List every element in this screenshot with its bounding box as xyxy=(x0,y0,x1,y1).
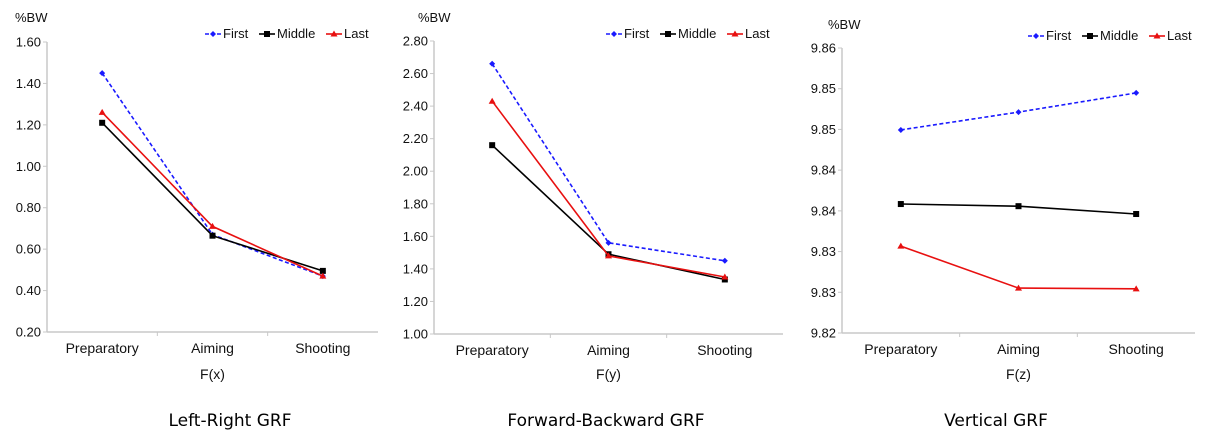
x-tick-label: Aiming xyxy=(191,340,234,356)
legend-marker-middle xyxy=(665,31,671,37)
chart-2: 1.00 1.20 1.40 1.60 1.80 2.00 2.20 2.40 2.60 2.80… xyxy=(403,10,783,431)
legend: First Middle Last xyxy=(205,26,369,41)
chart-1: 0.20 0.40 0.60 0.80 1.00 1.20 1.40 1.60 Preparat… xyxy=(15,10,378,431)
x-axis-title: F(x) xyxy=(200,366,225,382)
data-point-first xyxy=(897,126,904,133)
data-point-first xyxy=(1133,89,1140,96)
data-point-last xyxy=(488,97,496,104)
series-line-last xyxy=(491,100,725,278)
y-tick-label: 2.00 xyxy=(403,164,428,179)
data-point-last xyxy=(1015,284,1022,291)
data-point-middle xyxy=(99,119,106,126)
legend-marker-last xyxy=(1153,32,1161,39)
legend-marker-middle xyxy=(1087,33,1093,39)
x-tick-label: Shooting xyxy=(697,342,752,358)
data-point-first xyxy=(99,70,106,77)
chart-title: Vertical GRF xyxy=(944,411,1048,431)
legend: First Middle Last xyxy=(606,26,770,41)
x-tick-label: Aiming xyxy=(997,341,1040,357)
data-point-last xyxy=(319,272,327,279)
y-tick-label: 0.60 xyxy=(16,242,41,257)
y-tick-label: 1.00 xyxy=(16,159,41,174)
x-tick-label: Aiming xyxy=(587,342,630,358)
data-point-first xyxy=(1015,109,1022,116)
data-point-first xyxy=(489,60,496,67)
y-tick-label: 2.60 xyxy=(403,66,428,81)
y-tick-label: 2.40 xyxy=(403,99,428,114)
legend-marker-last xyxy=(731,30,739,37)
data-point-first xyxy=(721,257,728,264)
y-tick-label: 9.84 xyxy=(811,203,836,218)
legend-label-first: First xyxy=(624,26,650,41)
y-tick-label: 0.40 xyxy=(16,283,41,298)
legend-label-middle: Middle xyxy=(678,26,716,41)
x-axis-title: F(y) xyxy=(596,366,621,382)
y-tick-label: 0.80 xyxy=(16,200,41,215)
series-line-middle xyxy=(491,144,725,281)
data-point-middle xyxy=(209,232,216,239)
y-tick-label: 2.20 xyxy=(403,131,428,146)
data-point-middle xyxy=(1133,211,1140,218)
series-line-first xyxy=(101,72,324,277)
y-tick-label: 1.60 xyxy=(403,229,428,244)
y-tick-label: 9.85 xyxy=(811,81,836,96)
y-tick-label: 0.20 xyxy=(16,325,41,340)
series-line-last xyxy=(101,111,324,277)
y-tick-label: 1.20 xyxy=(16,117,41,132)
data-point-middle xyxy=(319,267,326,274)
y-tick-label: 9.82 xyxy=(811,326,836,341)
x-tick-label: Preparatory xyxy=(66,340,139,356)
legend-label-last: Last xyxy=(1167,28,1192,43)
legend-label-first: First xyxy=(1046,28,1072,43)
y-axis-title: %BW xyxy=(828,17,861,32)
legend-marker-middle xyxy=(264,31,270,37)
y-tick-label: 9.85 xyxy=(811,122,836,137)
legend-marker-first xyxy=(210,31,216,37)
legend: First Middle Last xyxy=(1028,28,1192,43)
y-tick-label: 2.80 xyxy=(403,34,428,49)
y-tick-label: 9.83 xyxy=(811,285,836,300)
legend-label-last: Last xyxy=(745,26,770,41)
x-tick-label: Shooting xyxy=(295,340,350,356)
x-tick-label: Preparatory xyxy=(864,341,937,357)
y-tick-label: 1.00 xyxy=(403,327,428,342)
legend-label-middle: Middle xyxy=(1100,28,1138,43)
legend-marker-first xyxy=(1033,33,1039,39)
legend-label-middle: Middle xyxy=(277,26,315,41)
legend-label-first: First xyxy=(223,26,249,41)
y-tick-label: 9.86 xyxy=(811,41,836,56)
legend-marker-first xyxy=(611,31,617,37)
y-tick-label: 9.83 xyxy=(811,244,836,259)
data-point-last xyxy=(721,273,729,280)
data-point-last xyxy=(897,242,905,249)
y-tick-label: 9.84 xyxy=(811,163,836,178)
y-tick-label: 1.20 xyxy=(403,294,428,309)
y-tick-label: 1.40 xyxy=(403,261,428,276)
y-tick-label: 1.60 xyxy=(16,35,41,50)
chart-title: Left-Right GRF xyxy=(168,411,291,431)
data-point-last xyxy=(98,108,106,115)
x-axis-title: F(z) xyxy=(1006,366,1031,382)
x-tick-label: Preparatory xyxy=(456,342,529,358)
chart-3: 9.82 9.83 9.83 9.84 9.84 9.85 9.85 9.86 Preparat… xyxy=(811,17,1195,431)
data-point-middle xyxy=(1015,203,1022,210)
data-point-middle xyxy=(897,201,904,208)
x-tick-label: Shooting xyxy=(1109,341,1164,357)
legend-marker-last xyxy=(330,30,338,37)
y-axis-title: %BW xyxy=(15,10,48,25)
series-line-last xyxy=(900,245,1137,290)
y-tick-label: 1.80 xyxy=(403,196,428,211)
y-axis-title: %BW xyxy=(418,10,451,25)
data-point-last xyxy=(209,222,216,229)
series-line-first xyxy=(491,63,725,262)
data-point-middle xyxy=(489,142,496,149)
series-line-middle xyxy=(101,122,324,272)
data-point-first xyxy=(605,239,612,246)
legend-label-last: Last xyxy=(344,26,369,41)
chart-title: Forward-Backward GRF xyxy=(507,411,704,431)
data-point-last xyxy=(605,252,612,259)
data-point-last xyxy=(1132,285,1140,292)
y-tick-label: 1.40 xyxy=(16,76,41,91)
